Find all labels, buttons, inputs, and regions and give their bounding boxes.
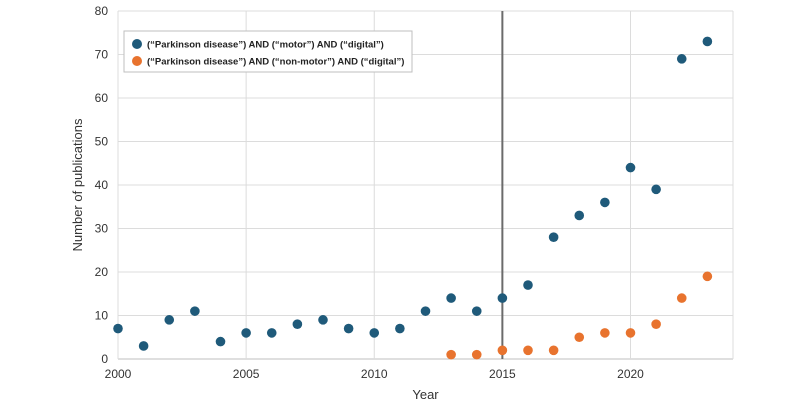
y-tick-label: 80 xyxy=(95,4,109,18)
non-motor-series-point xyxy=(676,293,687,303)
y-tick-label: 10 xyxy=(95,309,109,323)
x-tick-label: 2010 xyxy=(361,367,388,381)
non-motor-series-point xyxy=(600,328,610,338)
non-motor-series-point xyxy=(625,328,636,338)
motor-series-point xyxy=(446,293,456,303)
motor-series-point xyxy=(266,328,277,338)
motor-series-point xyxy=(215,336,226,347)
x-tick-label: 2005 xyxy=(233,367,260,381)
legend-non-motor-label: (“Parkinson disease”) AND (“non-motor”) … xyxy=(147,57,404,68)
motor-series-point xyxy=(318,315,328,325)
y-tick-label: 20 xyxy=(95,265,109,279)
non-motor-series-point xyxy=(548,345,559,356)
legend-motor-label: (“Parkinson disease”) AND (“motor”) AND … xyxy=(147,40,384,51)
motor-series-point xyxy=(497,293,508,303)
motor-series-point xyxy=(190,306,200,316)
motor-series-point xyxy=(574,210,585,221)
motor-series-point xyxy=(676,54,687,64)
non-motor-series-point xyxy=(702,271,713,282)
motor-series-point xyxy=(548,232,559,242)
motor-series-point xyxy=(420,306,431,316)
x-tick-label: 2020 xyxy=(617,367,644,381)
motor-series-point xyxy=(625,162,636,173)
y-axis-title: Number of publications xyxy=(70,118,85,251)
motor-series-point xyxy=(138,341,149,351)
non-motor-series-point xyxy=(497,345,508,356)
motor-series-point xyxy=(113,323,123,334)
motor-series-point xyxy=(369,328,380,338)
motor-series-point xyxy=(702,36,713,47)
non-motor-series-point xyxy=(523,345,533,356)
y-tick-labels: 0 10 20 30 40 50 60 70 80 xyxy=(95,4,109,366)
x-tick-label: 2015 xyxy=(489,367,516,381)
non-motor-series-point xyxy=(651,319,661,330)
y-tick-label: 40 xyxy=(95,178,109,192)
y-tick-label: 30 xyxy=(95,222,109,236)
non-motor-series-point xyxy=(446,349,456,360)
x-tick-label: 2000 xyxy=(105,367,132,381)
motor-series-point xyxy=(164,315,175,325)
motor-series-point xyxy=(292,319,303,330)
non-motor-series-point xyxy=(574,332,585,343)
legend: (“Parkinson disease”) AND (“motor”) AND … xyxy=(123,30,413,73)
motor-series-point xyxy=(471,306,482,316)
data-points xyxy=(113,36,713,360)
motor-series-point xyxy=(600,197,610,208)
y-tick-label: 0 xyxy=(101,352,108,366)
motor-series-point xyxy=(395,323,405,334)
x-tick-labels: 2000 2005 2010 2015 2020 xyxy=(105,367,645,381)
legend-box xyxy=(123,30,413,73)
motor-series-point xyxy=(523,280,533,290)
motor-series-point xyxy=(241,328,251,338)
motor-series-point xyxy=(343,323,354,334)
y-tick-label: 60 xyxy=(95,91,109,105)
y-tick-label: 50 xyxy=(95,135,109,149)
non-motor-series-point xyxy=(471,349,482,360)
legend-non-motor-marker xyxy=(132,56,142,66)
motor-series-point xyxy=(651,184,661,195)
x-axis-title: Year xyxy=(412,387,439,402)
legend-motor-marker xyxy=(132,39,142,49)
y-tick-label: 70 xyxy=(95,48,109,62)
